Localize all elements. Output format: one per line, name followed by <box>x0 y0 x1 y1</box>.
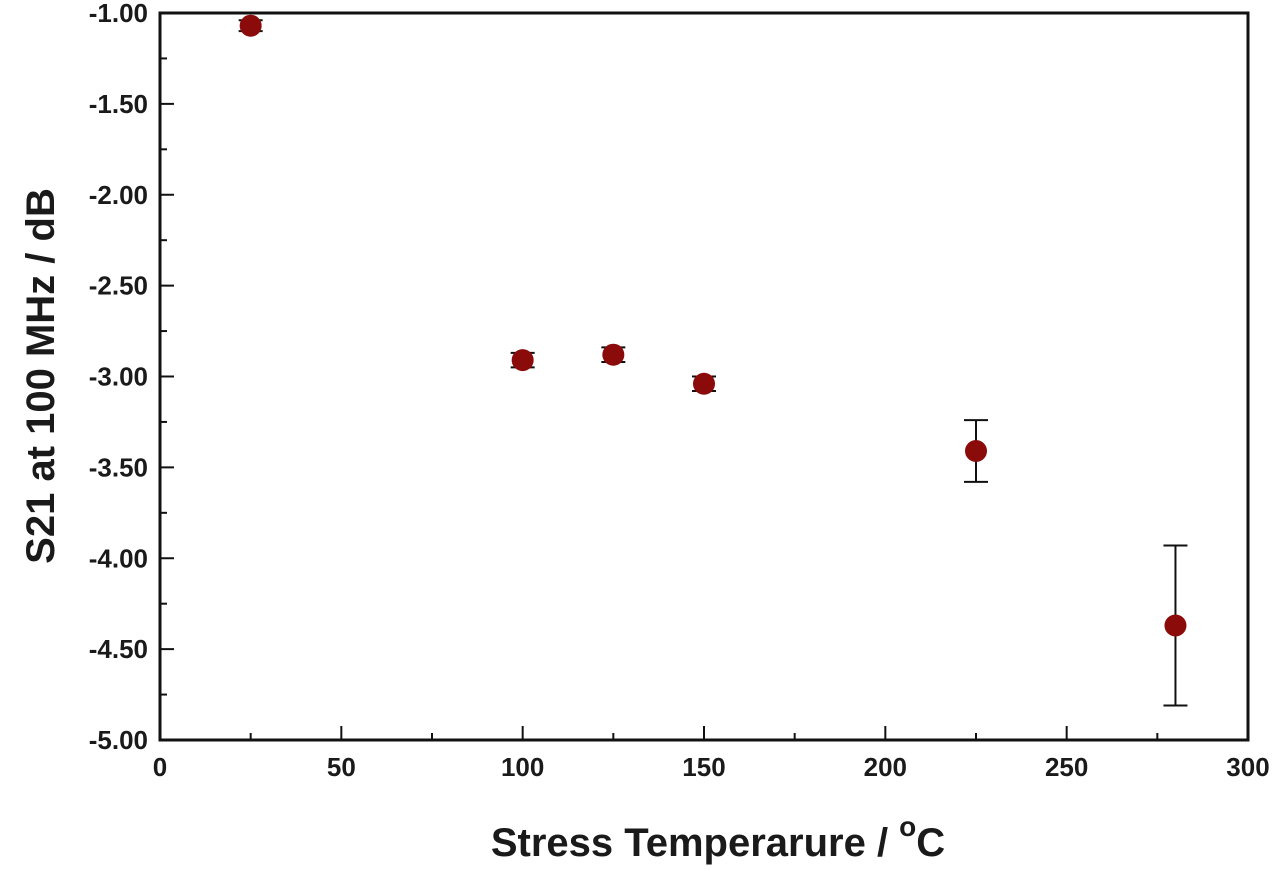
y-tick-label: -5.00 <box>89 725 148 755</box>
data-point <box>511 349 534 372</box>
x-axis-title: Stress Temperarure / oC <box>491 811 945 865</box>
x-axis-degree-sup: o <box>899 811 916 842</box>
y-tick-label: -2.50 <box>89 271 148 301</box>
y-axis-title: S21 at 100 MHz / dB <box>19 188 63 564</box>
x-tick-label: 100 <box>501 752 544 782</box>
y-tick-label: -4.50 <box>89 634 148 664</box>
y-tick-label: -3.00 <box>89 362 148 392</box>
x-tick-label: 150 <box>682 752 725 782</box>
y-tick-label: -3.50 <box>89 452 148 482</box>
x-axis-title-text: Stress Temperarure / <box>491 821 899 865</box>
ticks-layer <box>159 12 1249 741</box>
y-tick-label: -1.00 <box>89 0 148 28</box>
error-bars-layer <box>238 19 1188 707</box>
data-point <box>239 14 262 37</box>
x-tick-label: 250 <box>1045 752 1088 782</box>
y-tick-label: -1.50 <box>89 89 148 119</box>
data-point <box>602 343 625 366</box>
tick-labels-layer: 0 50 100 150 200 250 300 -1.00 -1.50 -2.00 -2.50 -3… <box>89 0 1270 782</box>
x-tick-label: 200 <box>864 752 907 782</box>
data-point <box>693 372 715 395</box>
y-tick-label: -4.00 <box>89 543 148 573</box>
x-tick-label: 50 <box>327 752 356 782</box>
x-tick-label: 300 <box>1226 752 1269 782</box>
y-tick-label: -2.00 <box>89 180 148 210</box>
data-point <box>965 440 987 463</box>
x-tick-label: 0 <box>153 752 167 782</box>
data-point <box>1164 614 1187 637</box>
data-points-layer <box>239 14 1187 637</box>
x-axis-unit: C <box>916 821 945 865</box>
